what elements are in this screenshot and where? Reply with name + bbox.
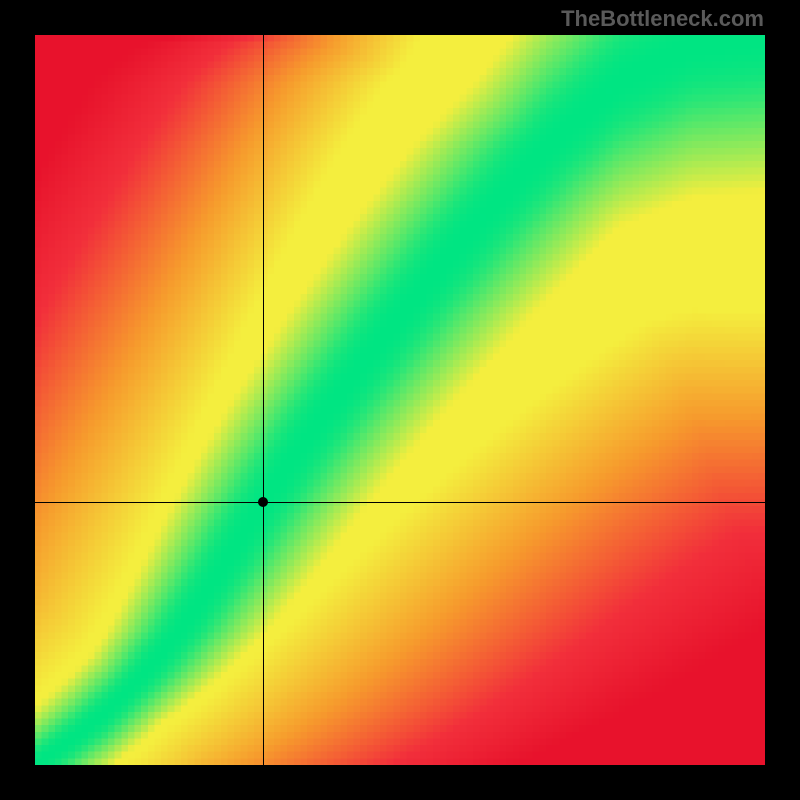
crosshair-horizontal	[35, 502, 765, 503]
chart-container: TheBottleneck.com	[0, 0, 800, 800]
watermark-label: TheBottleneck.com	[561, 6, 764, 32]
crosshair-vertical	[263, 35, 264, 765]
bottleneck-heatmap	[35, 35, 765, 765]
